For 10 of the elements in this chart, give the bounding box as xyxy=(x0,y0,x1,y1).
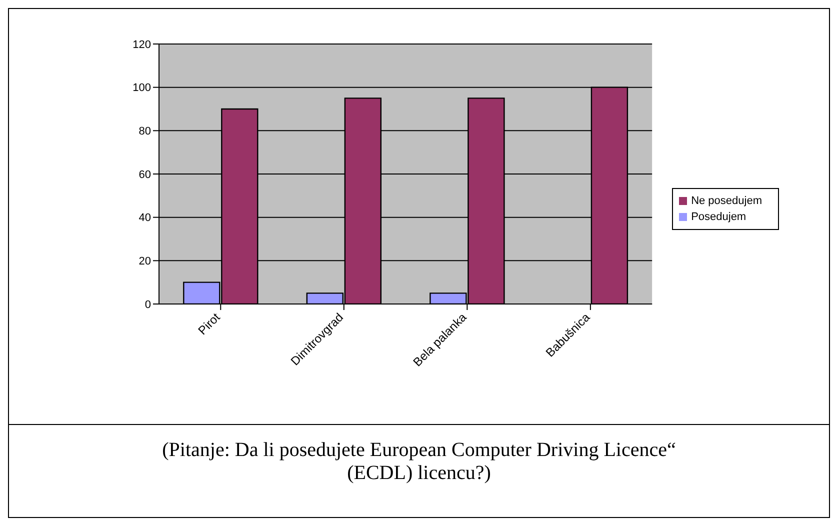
y-tick-label: 60 xyxy=(138,168,151,181)
y-tick-label: 120 xyxy=(132,38,151,51)
y-tick-label: 80 xyxy=(138,126,151,138)
legend-label: Ne posedujem xyxy=(691,195,762,207)
legend-label: Posedujem xyxy=(691,211,746,223)
y-tick-label: 40 xyxy=(138,212,151,224)
text: (Pitanje: Da li posedujete European Computer Driving Licence“ (ECDL) licencu?) xyxy=(161,438,677,485)
y-tick-label: 20 xyxy=(138,256,151,268)
y-tick-label: 100 xyxy=(132,82,151,94)
y-tick-label: 0 xyxy=(144,298,151,311)
